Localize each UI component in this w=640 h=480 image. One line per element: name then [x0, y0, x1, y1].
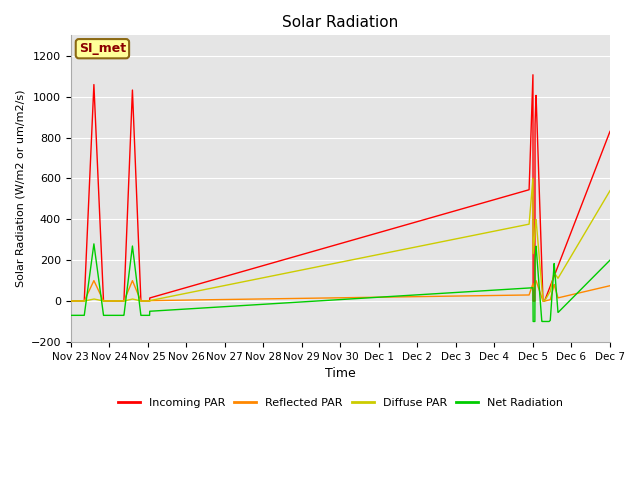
Title: Solar Radiation: Solar Radiation [282, 15, 399, 30]
Text: SI_met: SI_met [79, 42, 126, 55]
X-axis label: Time: Time [325, 367, 356, 380]
Legend: Incoming PAR, Reflected PAR, Diffuse PAR, Net Radiation: Incoming PAR, Reflected PAR, Diffuse PAR… [113, 394, 568, 412]
Y-axis label: Solar Radiation (W/m2 or um/m2/s): Solar Radiation (W/m2 or um/m2/s) [15, 90, 25, 288]
